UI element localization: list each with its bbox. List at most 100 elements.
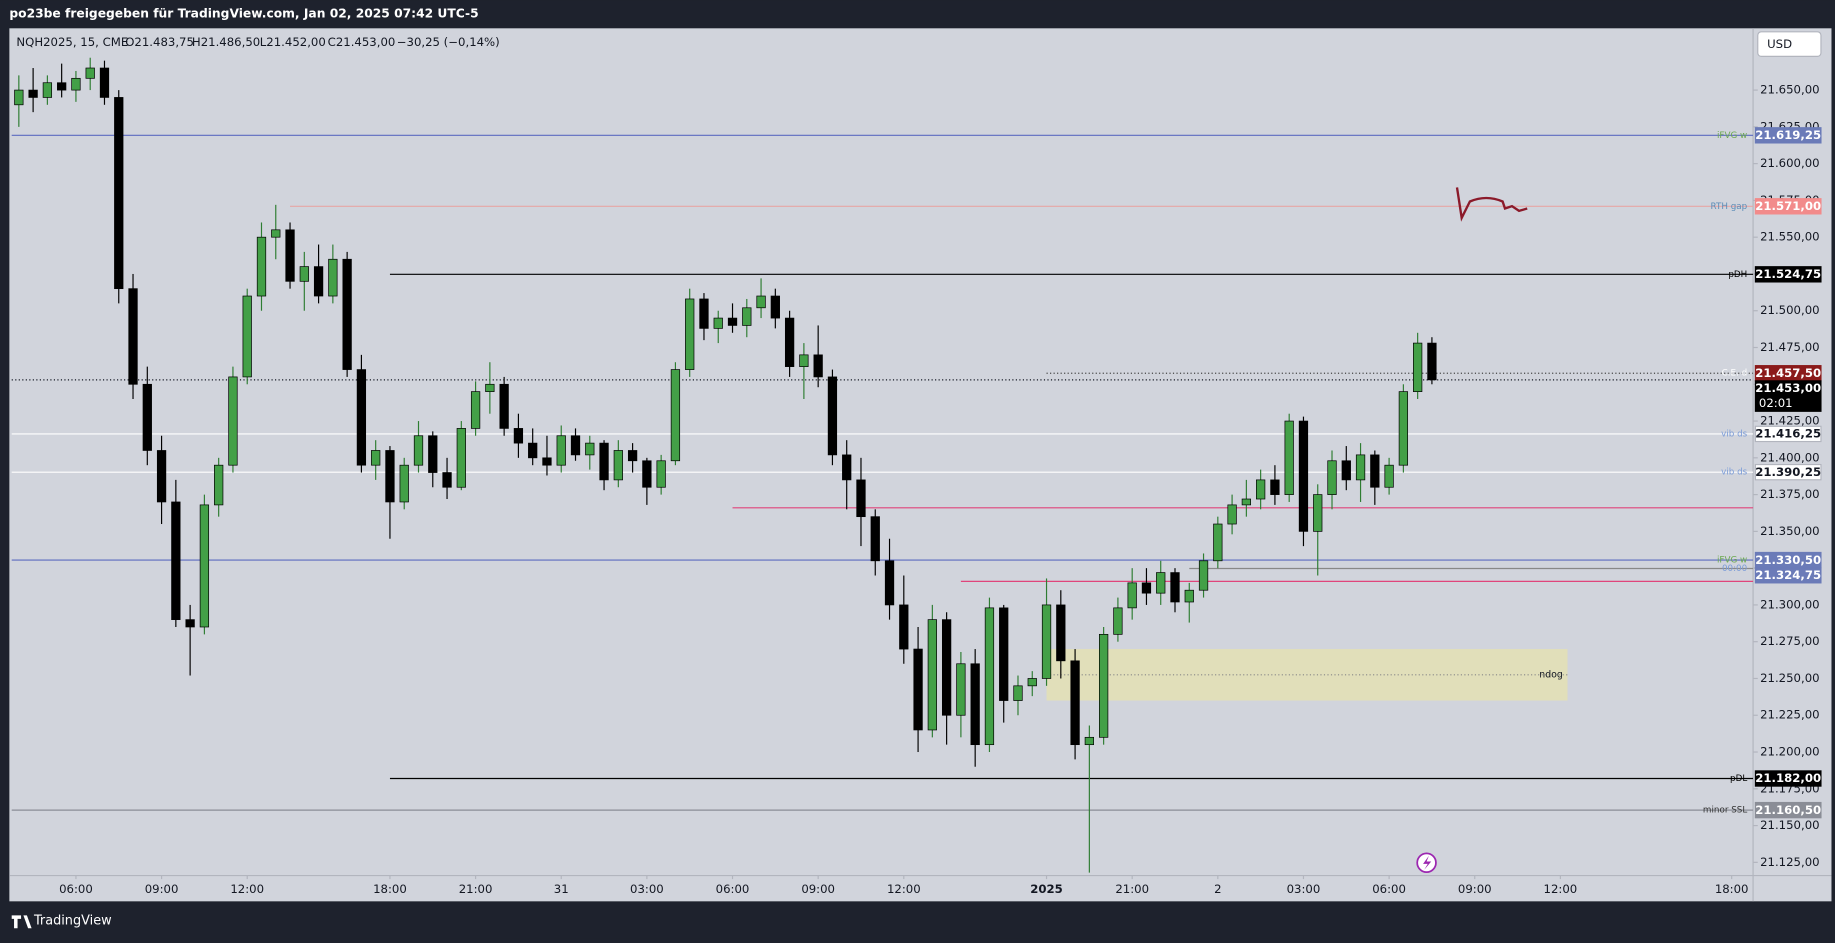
candle-body [727, 317, 738, 326]
price-label: 21.524,75 [1755, 267, 1821, 281]
candle-body [556, 435, 566, 466]
candle-body [1427, 342, 1437, 381]
legend: NQH2025, 15, CME O21.483,75 H21.486,50 L… [16, 35, 499, 49]
candle-body [613, 450, 623, 481]
candle-body [156, 450, 167, 503]
price-label-box [1754, 425, 1822, 443]
level-name: pDH [1728, 270, 1747, 280]
candle-body [1098, 633, 1109, 738]
countdown: 02:01 [1759, 396, 1793, 410]
candle-body [1313, 494, 1323, 532]
y-tick-label: 21.600,00 [1760, 156, 1819, 170]
x-tick-label: 12:00 [1544, 882, 1578, 896]
price-label-box [1754, 463, 1822, 481]
candle-body [1270, 479, 1280, 495]
level-name: vib ds [1721, 468, 1748, 478]
candle-body [299, 266, 309, 282]
candle-body [57, 82, 67, 91]
y-tick-label: 21.375,00 [1760, 487, 1819, 501]
candle-body [713, 317, 723, 329]
candle-body [456, 428, 466, 488]
candle-body [627, 450, 638, 462]
candle-body [142, 383, 152, 451]
y-tick-label: 21.650,00 [1760, 83, 1819, 97]
chart-area [9, 28, 1832, 902]
candle-body [827, 376, 838, 456]
candle-body [171, 501, 181, 620]
candle-body [670, 369, 681, 462]
candle-body [313, 266, 324, 297]
candle-body [528, 442, 538, 459]
candle-body [770, 295, 780, 319]
candle-body [956, 663, 966, 716]
candle-body [1170, 572, 1180, 603]
candle-body [1156, 572, 1166, 594]
candle-body [884, 560, 895, 606]
price-label-box [1754, 380, 1822, 412]
candle-body [799, 354, 809, 367]
candle-body [128, 288, 138, 385]
candle-body [85, 67, 95, 79]
x-tick-label: 31 [554, 882, 569, 896]
y-tick-label: 21.150,00 [1760, 818, 1819, 832]
level-name: minor SSL [1703, 806, 1747, 816]
y-tick-label: 21.250,00 [1760, 671, 1819, 685]
candle-body [941, 619, 952, 716]
x-tick-label: 18:00 [373, 882, 407, 896]
candle-body [1355, 454, 1366, 481]
legend-change: −30,25 (−0,14%) [397, 35, 500, 49]
share-text: po23be freigegeben für TradingView.com, … [9, 7, 478, 21]
x-tick-label: 18:00 [1715, 882, 1749, 896]
x-tick-label: 09:00 [1458, 882, 1492, 896]
x-tick-label: 03:00 [1287, 882, 1321, 896]
price-label: 21.390,25 [1755, 465, 1821, 479]
y-tick-label: 21.425,00 [1760, 414, 1819, 428]
candle-body [328, 258, 338, 297]
candle-body [371, 450, 381, 466]
candle-body [42, 82, 53, 98]
candle-body [784, 317, 795, 367]
y-tick-label: 21.350,00 [1760, 524, 1819, 538]
candle-body [1127, 582, 1137, 609]
candle-body [1398, 391, 1409, 466]
brand-logo [11, 915, 32, 929]
x-tick-label: 21:00 [1115, 882, 1149, 896]
candle-body [1027, 678, 1037, 687]
currency-button[interactable] [1757, 31, 1822, 57]
price-label-box [1754, 266, 1822, 283]
candle-body [1370, 454, 1380, 488]
candle-body [256, 236, 267, 297]
candle-body [842, 454, 852, 481]
legend-symbol: NQH2025, 15, CME [16, 35, 128, 49]
candle-body [642, 460, 652, 488]
x-tick-label: 12:00 [887, 882, 921, 896]
candle-body [1213, 523, 1223, 562]
candle-body [756, 295, 766, 309]
x-tick-label: 06:00 [1372, 882, 1406, 896]
price-label-box [1754, 127, 1822, 144]
candle-body [1184, 589, 1194, 603]
candle-body [399, 464, 409, 503]
plot: 21.125,0021.150,0021.175,0021.200,0021.2… [11, 57, 1822, 896]
candle-body [742, 307, 752, 326]
candle-body [428, 435, 438, 473]
candle-body [570, 435, 581, 456]
candle-body [485, 383, 495, 392]
level-name: vib ds [1721, 429, 1748, 439]
candle-body [442, 472, 452, 488]
candle-body [699, 298, 709, 329]
legend-close: C21.453,00 [328, 35, 396, 49]
candle-body [1241, 498, 1252, 506]
level-name: iFVG w [1717, 556, 1747, 566]
candle-body [413, 435, 424, 466]
candle-body [1084, 736, 1094, 746]
level-name: pDL [1730, 774, 1747, 784]
candle-body [271, 229, 281, 238]
candle-body [242, 295, 252, 378]
candle-body [71, 77, 81, 91]
scribble [1455, 187, 1528, 222]
event-icon-bolt [1423, 855, 1432, 870]
candle-body [1070, 660, 1080, 746]
candle-body [470, 391, 481, 429]
candle-body [28, 89, 38, 98]
